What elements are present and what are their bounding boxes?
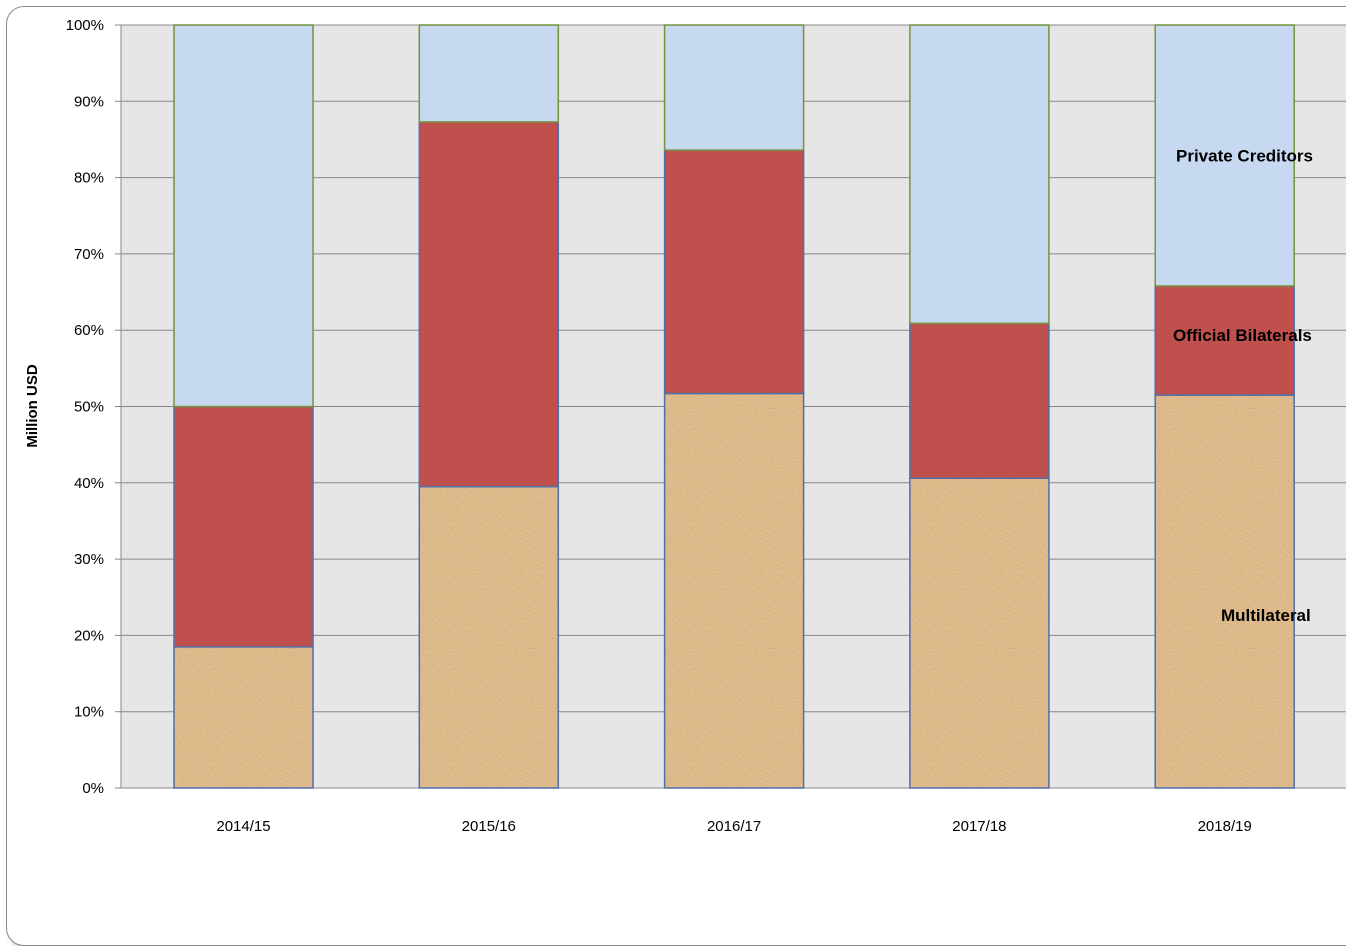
x-axis-ticks: 2014/15 2015/16 2016/17 2017/18 2018/19 <box>216 818 1251 835</box>
x-tick-label: 2017/18 <box>952 818 1006 835</box>
y-tick-label: 70% <box>74 246 104 263</box>
y-tick-label: 0% <box>82 780 104 797</box>
bar-private-creditors <box>173 24 314 408</box>
y-tick-label: 100% <box>66 17 104 34</box>
x-tick-label: 2015/16 <box>462 818 516 835</box>
bar-private-creditors <box>1154 24 1295 287</box>
bar-official-bilaterals <box>1154 285 1295 396</box>
y-axis-ticks: 0% 10% 20% 30% 40% 50% 60% 70% 80% 90% 100% <box>66 17 121 797</box>
bar-private-creditors <box>418 24 560 123</box>
y-tick-label: 30% <box>74 551 104 568</box>
x-tick-label: 2016/17 <box>707 818 761 835</box>
x-tick-label: 2018/19 <box>1198 818 1252 835</box>
bars <box>173 24 1295 789</box>
series-labels: Multilateral Official Bilaterals Private C… <box>1173 146 1313 625</box>
bar-multilateral <box>909 477 1050 789</box>
bar-multilateral <box>418 485 560 789</box>
y-tick-label: 20% <box>74 627 104 644</box>
y-tick-label: 40% <box>74 475 104 492</box>
stacked-bar-chart: 0% 10% 20% 30% 40% 50% 60% 70% 80% 90% 100% 2014/1… <box>24 17 1346 835</box>
bar-private-creditors <box>909 24 1050 325</box>
series-label-private-creditors: Private Creditors <box>1176 146 1313 165</box>
y-tick-label: 10% <box>74 704 104 721</box>
bar-multilateral <box>663 392 805 789</box>
y-tick-label: 80% <box>74 170 104 187</box>
y-axis-title: Million USD <box>24 364 41 447</box>
bar-multilateral <box>1154 394 1295 789</box>
y-tick-label: 50% <box>74 399 104 416</box>
x-tick-label: 2014/15 <box>216 818 270 835</box>
y-tick-label: 90% <box>74 93 104 110</box>
y-tick-label: 60% <box>74 322 104 339</box>
bar-official-bilaterals <box>909 322 1050 479</box>
bar-official-bilaterals <box>173 405 314 648</box>
series-label-official-bilaterals: Official Bilaterals <box>1173 326 1312 345</box>
bar-multilateral <box>173 646 314 789</box>
bar-private-creditors <box>663 24 805 151</box>
bar-official-bilaterals <box>418 121 560 488</box>
bar-official-bilaterals <box>663 149 805 395</box>
series-label-multilateral: Multilateral <box>1221 606 1311 625</box>
